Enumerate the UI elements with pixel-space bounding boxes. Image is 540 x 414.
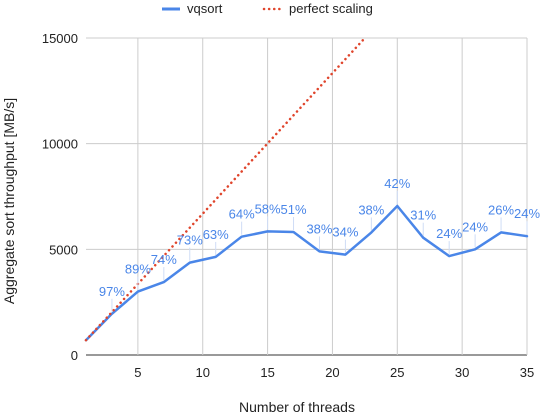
perfect-scaling-line xyxy=(84,36,367,342)
vqsort-point-8 xyxy=(292,231,294,233)
y-tick-label-5000: 5000 xyxy=(49,242,78,257)
data-label-12: 42% xyxy=(384,176,410,191)
x-tick-label-35: 35 xyxy=(520,365,534,380)
y-tick-label-15000: 15000 xyxy=(42,31,78,46)
vqsort-point-5 xyxy=(215,256,217,258)
data-label-2: 89% xyxy=(125,262,151,277)
legend-label-0: vqsort xyxy=(187,1,223,16)
data-label-4: 73% xyxy=(177,233,203,248)
data-label-6: 64% xyxy=(229,207,255,222)
legend-label-1: perfect scaling xyxy=(289,1,373,16)
data-label-16: 26% xyxy=(488,202,514,217)
y-tick-label-0: 0 xyxy=(71,348,78,363)
x-tick-label-10: 10 xyxy=(196,365,210,380)
data-label-5: 63% xyxy=(203,227,229,242)
data-label-11: 38% xyxy=(358,202,384,217)
vqsort-point-17 xyxy=(526,235,528,237)
vqsort-point-14 xyxy=(448,255,450,257)
x-tick-label-20: 20 xyxy=(325,365,339,380)
y-axis-ticks: 0 5000 10000 15000 xyxy=(42,31,78,363)
x-axis-ticks: 5 10 15 20 25 30 35 xyxy=(134,365,534,380)
vqsort-point-4 xyxy=(189,261,191,263)
x-tick-label-25: 25 xyxy=(390,365,404,380)
data-label-10: 34% xyxy=(332,225,358,240)
data-label-15: 24% xyxy=(462,219,488,234)
vqsort-point-10 xyxy=(344,253,346,255)
data-label-14: 24% xyxy=(436,226,462,241)
data-label-9: 38% xyxy=(306,221,332,236)
vqsort-point-13 xyxy=(422,237,424,239)
vqsort-point-9 xyxy=(318,250,320,252)
vqsort-point-3 xyxy=(163,281,165,283)
vqsort-point-2 xyxy=(137,290,139,292)
perfect-scaling-point-0 xyxy=(85,339,87,341)
vqsort-point-7 xyxy=(266,230,268,232)
data-label-17: 24% xyxy=(514,206,540,221)
y-axis-title: Aggregate sort throughput [MB/s] xyxy=(1,98,17,304)
legend: vqsort perfect scaling xyxy=(162,1,373,16)
y-tick-label-10000: 10000 xyxy=(42,137,78,152)
plot-series xyxy=(84,36,529,342)
vqsort-point-6 xyxy=(240,235,242,237)
grid-lines xyxy=(86,37,528,356)
data-label-13: 31% xyxy=(410,208,436,223)
vqsort-point-11 xyxy=(370,231,372,233)
x-axis-title: Number of threads xyxy=(239,399,355,414)
vqsort-point-12 xyxy=(396,205,398,207)
data-label-8: 51% xyxy=(281,202,307,217)
x-tick-label-5: 5 xyxy=(134,365,141,380)
x-tick-label-30: 30 xyxy=(455,365,469,380)
vqsort-line xyxy=(84,204,529,342)
vqsort-point-15 xyxy=(474,248,476,250)
x-tick-label-15: 15 xyxy=(260,365,274,380)
vqsort-point-16 xyxy=(500,231,502,233)
perfect-scaling-point-1 xyxy=(364,37,366,39)
data-label-7: 58% xyxy=(255,201,281,216)
data-label-3: 74% xyxy=(151,252,177,267)
data-label-1: 97% xyxy=(99,284,125,299)
data-labels: 97%89%74%73% 63%64% 58% 51%38% 34%38%42%31%2… xyxy=(99,176,540,312)
